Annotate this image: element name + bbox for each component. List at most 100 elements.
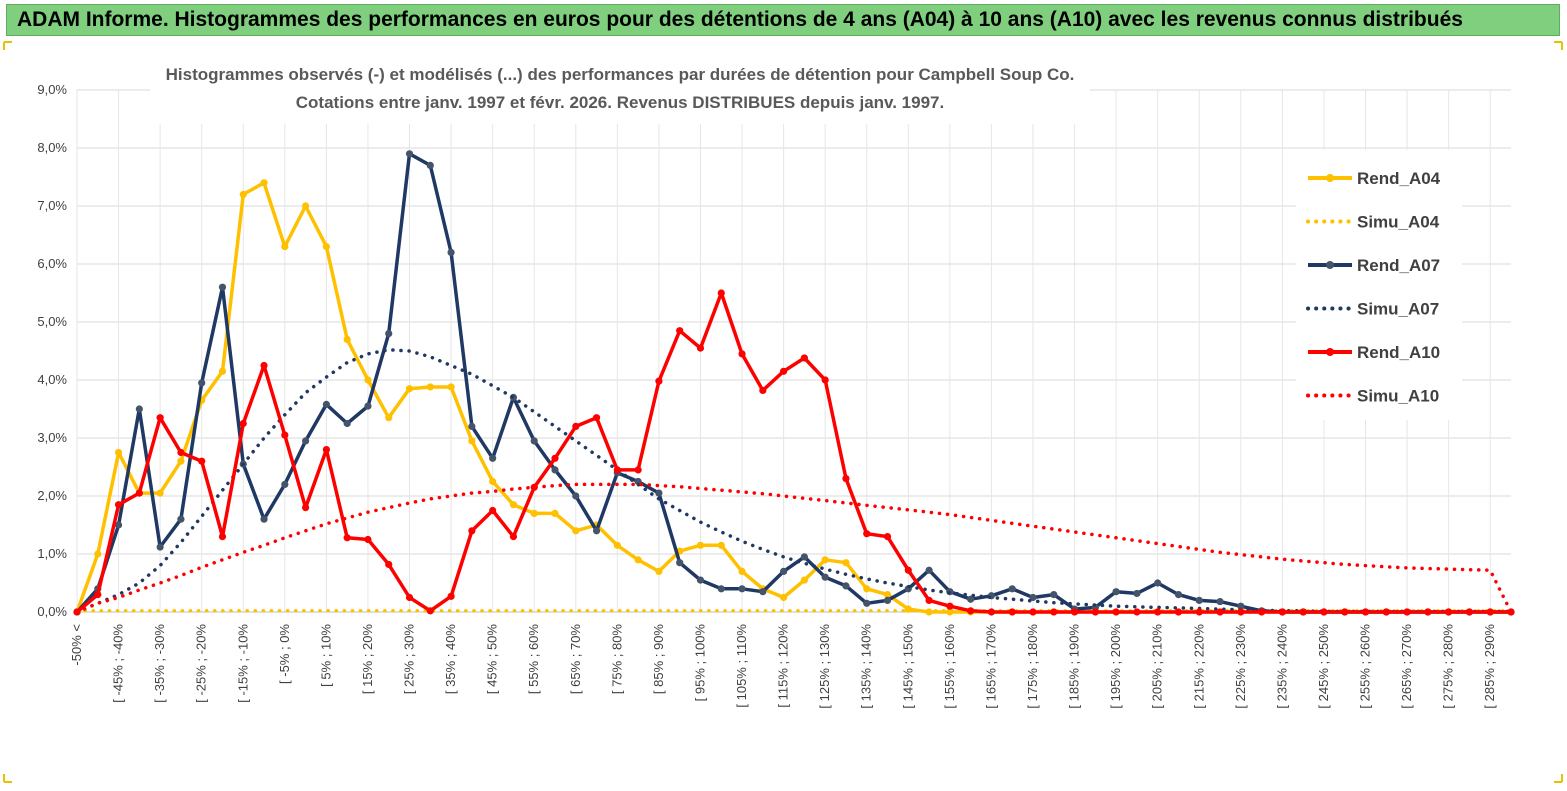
- data-point: [1299, 608, 1307, 616]
- legend-label: Rend_A07: [1357, 256, 1440, 275]
- data-point: [1029, 608, 1037, 616]
- chart-title-line1: Histogrammes observés (-) et modélisés (…: [166, 65, 1075, 84]
- data-point: [1174, 591, 1183, 599]
- data-point: [821, 556, 829, 564]
- x-tick-label: [ -5% ; 0%: [277, 624, 292, 684]
- series-line-rend-a04: [75, 181, 1511, 614]
- data-point: [114, 501, 123, 509]
- data-point: [281, 243, 289, 251]
- data-point: [302, 437, 310, 445]
- x-tick-label: [ 255% ; 260%: [1358, 624, 1373, 709]
- legend-label: Simu_A04: [1357, 213, 1440, 232]
- data-point: [198, 379, 206, 387]
- x-tick-label: [ 195% ; 200%: [1108, 624, 1123, 709]
- data-point: [883, 591, 892, 599]
- data-point: [1216, 597, 1224, 606]
- data-point: [447, 248, 455, 256]
- data-point: [883, 533, 892, 541]
- data-point: [385, 560, 393, 569]
- data-point: [1361, 608, 1370, 616]
- data-point: [114, 521, 123, 529]
- x-tick-label: [ 235% ; 240%: [1274, 624, 1289, 709]
- x-axis-ticks: -50% < [ -45% ; -40% [ -35% ; -30% [ -25% ;…: [69, 624, 1497, 709]
- data-point: [717, 541, 725, 549]
- data-point: [551, 466, 559, 474]
- data-point: [696, 576, 705, 584]
- data-point: [281, 431, 289, 439]
- x-tick-label: [ 225% ; 230%: [1233, 624, 1248, 709]
- data-point: [800, 354, 808, 362]
- data-point: [655, 489, 663, 497]
- data-point: [489, 477, 497, 486]
- data-point: [426, 607, 434, 615]
- x-tick-label: [ 45% ; 50%: [485, 624, 500, 695]
- data-point: [1258, 608, 1266, 616]
- data-point: [800, 553, 808, 561]
- data-point: [1195, 596, 1203, 605]
- data-point: [676, 559, 684, 567]
- x-tick-label: [ -45% ; -40%: [111, 624, 126, 703]
- data-point: [1320, 608, 1328, 616]
- data-point: [634, 477, 642, 486]
- x-tick-label: -50% <: [69, 624, 84, 666]
- data-point: [405, 593, 414, 602]
- data-point: [218, 367, 227, 375]
- data-point: [676, 327, 684, 335]
- data-point: [967, 595, 975, 603]
- data-point: [135, 489, 143, 497]
- y-tick-label: 7,0%: [37, 198, 67, 213]
- x-tick-label: [ 115% ; 120%: [776, 624, 791, 708]
- y-tick-label: 2,0%: [37, 488, 67, 503]
- data-point: [385, 414, 393, 422]
- data-point: [592, 527, 601, 535]
- data-point: [260, 179, 268, 187]
- series-line-rend-a10: [75, 291, 1511, 614]
- data-point: [863, 530, 871, 538]
- x-tick-label: [ 155% ; 160%: [942, 624, 957, 709]
- x-tick-label: [ 245% ; 250%: [1316, 624, 1331, 709]
- data-point: [863, 599, 871, 607]
- data-point: [551, 509, 559, 517]
- data-point: [925, 566, 933, 574]
- x-tick-label: [ 275% ; 280%: [1441, 624, 1456, 709]
- data-point: [655, 377, 663, 385]
- data-point: [364, 376, 372, 384]
- data-point: [842, 559, 850, 567]
- data-point: [177, 457, 185, 465]
- data-point: [1008, 608, 1016, 616]
- x-tick-label: [ 185% ; 190%: [1067, 624, 1082, 709]
- data-point: [260, 361, 268, 370]
- data-point: [842, 475, 850, 483]
- data-point: [1133, 589, 1141, 598]
- x-tick-label: [ -25% ; -20%: [194, 624, 209, 703]
- data-point: [1050, 608, 1058, 616]
- data-point: [551, 454, 559, 462]
- data-point: [800, 576, 808, 584]
- data-point: [218, 283, 227, 291]
- legend-label: Simu_A10: [1357, 387, 1439, 406]
- data-point: [468, 437, 476, 445]
- data-point: [904, 566, 912, 574]
- data-point: [1174, 608, 1183, 616]
- y-tick-label: 5,0%: [37, 314, 67, 329]
- data-point: [1403, 608, 1411, 616]
- data-point: [738, 585, 746, 593]
- data-point: [364, 535, 372, 544]
- data-point: [1008, 585, 1016, 593]
- x-tick-label: [ 165% ; 170%: [983, 624, 998, 709]
- data-point: [759, 386, 767, 395]
- y-tick-label: 9,0%: [37, 82, 67, 97]
- data-point: [696, 344, 705, 352]
- data-point: [322, 400, 330, 408]
- data-point: [343, 534, 351, 542]
- data-point: [468, 422, 476, 430]
- x-tick-label: [ 15% ; 20%: [360, 624, 375, 695]
- data-point: [863, 585, 871, 593]
- data-point: [530, 509, 538, 517]
- data-point: [925, 596, 933, 605]
- x-tick-label: [ 55% ; 60%: [526, 624, 541, 695]
- x-tick-label: [ 215% ; 220%: [1191, 624, 1206, 709]
- x-tick-label: [ 105% ; 110%: [734, 624, 749, 708]
- x-tick-label: [ 175% ; 180%: [1025, 624, 1040, 709]
